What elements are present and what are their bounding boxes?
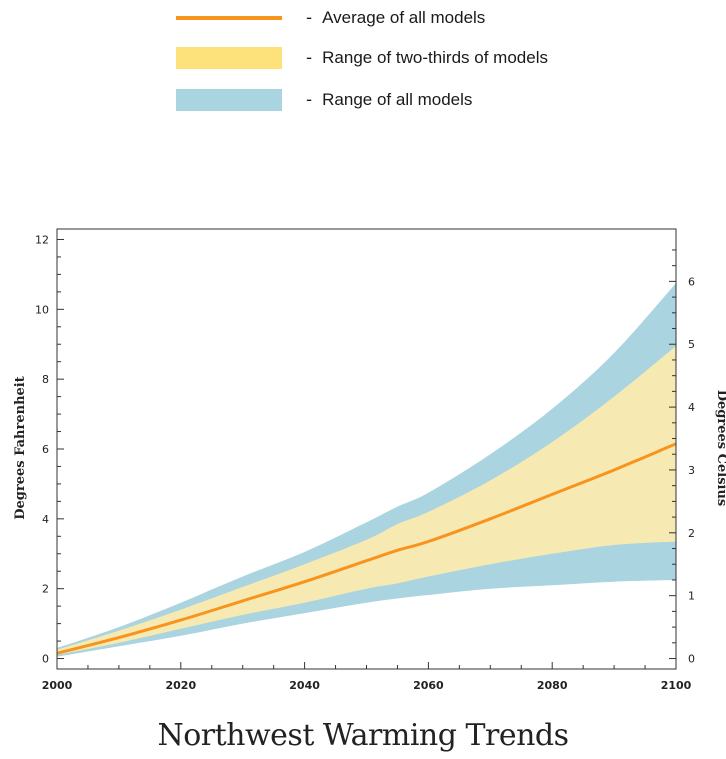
legend-label-all-models: Range of all models — [322, 90, 473, 109]
legend-swatch-average — [176, 16, 282, 20]
y-tick-label-celsius: 6 — [688, 275, 695, 288]
y-tick-label-celsius: 5 — [688, 338, 695, 351]
x-tick-label: 2080 — [537, 679, 568, 692]
y-axis-title-celsius: Degrees Celsius — [714, 390, 726, 506]
y-tick-label-fahrenheit: 6 — [42, 443, 49, 456]
x-tick-label: 2000 — [42, 679, 73, 692]
legend: - Average of all models - Range of two-t… — [0, 0, 726, 130]
y-tick-label-fahrenheit: 4 — [42, 513, 49, 526]
x-tick-label: 2040 — [289, 679, 320, 692]
y-tick-label-celsius: 0 — [688, 653, 695, 666]
band-all-models — [57, 283, 676, 657]
legend-swatch-all-models — [176, 89, 282, 111]
legend-item-average: - Average of all models — [176, 5, 485, 31]
legend-item-all-models: - Range of all models — [176, 87, 472, 113]
legend-label-average: Average of all models — [322, 8, 486, 27]
chart-title: Northwest Warming Trends — [157, 718, 569, 753]
legend-item-two-thirds: - Range of two-thirds of models — [176, 45, 548, 71]
y-tick-label-fahrenheit: 0 — [42, 653, 49, 666]
y-axis-title-fahrenheit: Degrees Fahrenheit — [13, 376, 28, 520]
y-tick-label-fahrenheit: 12 — [35, 233, 49, 246]
legend-dash: - — [306, 8, 313, 28]
y-tick-label-celsius: 2 — [688, 527, 695, 540]
legend-dash: - — [306, 48, 313, 68]
y-tick-label-celsius: 3 — [688, 464, 695, 477]
x-tick-label: 2100 — [661, 679, 692, 692]
y-tick-label-fahrenheit: 8 — [42, 373, 49, 386]
series-line-average — [56, 442, 677, 655]
legend-label-two-thirds: Range of two-thirds of models — [322, 48, 548, 67]
legend-dash: - — [306, 90, 313, 110]
x-tick-label: 2060 — [413, 679, 444, 692]
band-two-thirds — [57, 346, 676, 655]
y-tick-label-fahrenheit: 10 — [35, 303, 49, 316]
y-tick-label-celsius: 4 — [688, 401, 695, 414]
y-tick-label-fahrenheit: 2 — [42, 583, 49, 596]
y-tick-label-celsius: 1 — [688, 590, 695, 603]
legend-swatch-two-thirds — [176, 47, 282, 69]
x-tick-label: 2020 — [165, 679, 196, 692]
